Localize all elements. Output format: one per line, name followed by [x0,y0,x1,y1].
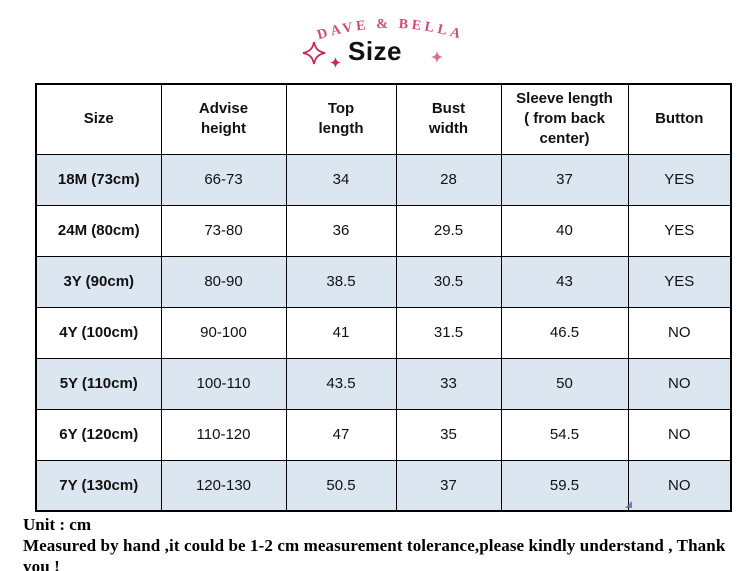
table-row: 4Y (100cm) 90-100 41 31.5 46.5 NO [35,306,732,359]
table-header-row: Size Advise height Top length Bust width… [35,83,732,155]
sparkle-icon-large [302,41,326,65]
cell-advise-height: 73-80 [160,204,287,257]
cell-size: 18M (73cm) [35,153,162,206]
cell-advise-height: 120-130 [160,459,287,512]
cell-sleeve-length: 59.5 [500,459,629,512]
cell-top-length: 43.5 [285,357,397,410]
tolerance-note: Measured by hand ,it could be 1-2 cm mea… [23,536,726,571]
cell-advise-height: 110-120 [160,408,287,461]
sparkle-icon-right [431,51,443,63]
page-title: Size [347,36,403,66]
col-header-bust-width: Bust width [395,83,502,155]
cell-sleeve-length: 43 [500,255,629,308]
cell-button: NO [627,408,732,461]
cell-bust-width: 29.5 [395,204,502,257]
col-header-top-length: Top length [285,83,397,155]
cell-top-length: 47 [285,408,397,461]
cell-size: 3Y (90cm) [35,255,162,308]
cell-advise-height: 80-90 [160,255,287,308]
cell-top-length: 41 [285,306,397,359]
cell-top-length: 34 [285,153,397,206]
cell-bust-width: 30.5 [395,255,502,308]
cell-top-length: 50.5 [285,459,397,512]
cell-sleeve-length: 37 [500,153,629,206]
cell-button: YES [627,153,732,206]
col-header-sleeve-length: Sleeve length ( from back center) [500,83,629,155]
table-row: 18M (73cm) 66-73 34 28 37 YES [35,153,732,206]
cell-advise-height: 66-73 [160,153,287,206]
col-header-advise-height: Advise height [160,83,287,155]
cell-advise-height: 90-100 [160,306,287,359]
cell-button: YES [627,255,732,308]
cell-size: 5Y (110cm) [35,357,162,410]
footer: Unit : cm Measured by hand ,it could be … [23,514,733,571]
brand-arc-text: DAVE & BELLA [316,17,462,43]
table-row: 7Y (130cm) 120-130 50.5 37 59.5 NO [35,459,732,512]
cell-bust-width: 28 [395,153,502,206]
cell-size: 6Y (120cm) [35,408,162,461]
table-row: 5Y (110cm) 100-110 43.5 33 50 NO [35,357,732,410]
table-row: 3Y (90cm) 80-90 38.5 30.5 43 YES [35,255,732,308]
table-row: 6Y (120cm) 110-120 47 35 54.5 NO [35,408,732,461]
cell-bust-width: 35 [395,408,502,461]
cell-top-length: 38.5 [285,255,397,308]
cell-top-length: 36 [285,204,397,257]
cell-button: NO [627,459,732,512]
table-row: 24M (80cm) 73-80 36 29.5 40 YES [35,204,732,257]
col-header-size: Size [35,83,162,155]
cell-advise-height: 100-110 [160,357,287,410]
cell-size: 7Y (130cm) [35,459,162,512]
cell-button: NO [627,357,732,410]
col-header-button: Button [627,83,732,155]
cell-button: NO [627,306,732,359]
sparkle-icon-small [330,57,341,68]
cell-sleeve-length: 54.5 [500,408,629,461]
corner-mark [625,501,632,508]
cell-sleeve-length: 40 [500,204,629,257]
cell-button: YES [627,204,732,257]
cell-bust-width: 37 [395,459,502,512]
cell-sleeve-length: 50 [500,357,629,410]
cell-sleeve-length: 46.5 [500,306,629,359]
size-chart-table: Size Advise height Top length Bust width… [35,83,732,512]
unit-label: Unit : cm [23,515,91,534]
cell-size: 4Y (100cm) [35,306,162,359]
cell-bust-width: 31.5 [395,306,502,359]
cell-size: 24M (80cm) [35,204,162,257]
cell-bust-width: 33 [395,357,502,410]
